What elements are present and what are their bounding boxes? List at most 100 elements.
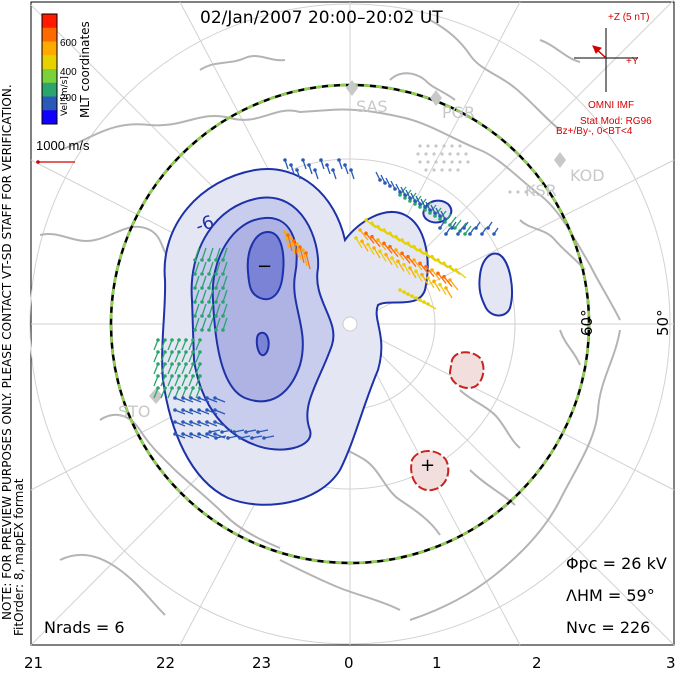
velocity-vector-origin	[193, 286, 197, 290]
velocity-vector-origin	[426, 276, 430, 280]
velocity-vector-origin	[370, 221, 374, 226]
velocity-vector	[437, 272, 447, 284]
velocity-vector	[284, 231, 290, 249]
velocity-vector-origin	[213, 420, 217, 424]
n-vc-readout: Nvc = 226	[566, 618, 651, 637]
velocity-vector-origin	[462, 226, 466, 230]
velocity-vector-origin	[198, 386, 202, 390]
velocity-vector-origin	[189, 432, 193, 436]
velocity-vector-origin	[156, 374, 160, 378]
velocity-vector-origin	[173, 396, 177, 400]
velocity-vector-origin	[418, 205, 422, 209]
velocity-vector	[409, 267, 417, 279]
velocity-vector	[431, 269, 441, 281]
velocity-vector-origin	[394, 234, 398, 239]
velocity-vector-origin	[331, 168, 335, 172]
velocity-vector-origin	[448, 278, 452, 282]
velocity-vector-origin	[184, 338, 188, 342]
velocity-vector-origin	[205, 396, 209, 400]
velocity-vector-origin	[382, 241, 386, 246]
colorbar-tick-200: 200	[60, 93, 77, 104]
mlt-label-3: 3	[666, 654, 676, 672]
velocity-vector	[373, 247, 381, 259]
velocity-vector-origin	[205, 420, 209, 424]
mlt-label-1: 1	[432, 654, 442, 672]
velocity-vector-origin	[313, 168, 317, 172]
velocity-vector	[361, 240, 369, 252]
velocity-vector-origin	[468, 232, 472, 236]
velocity-vector-origin	[398, 190, 402, 194]
velocity-vector	[401, 252, 411, 264]
velocity-vector-origin	[364, 218, 368, 222]
velocity-vector-origin	[388, 231, 392, 236]
velocity-vector-origin	[424, 251, 428, 256]
velocity-vector-origin	[354, 236, 358, 240]
velocity-vector	[439, 284, 447, 296]
velocity-vector	[389, 246, 399, 258]
velocity-vector-origin	[442, 261, 446, 266]
mlt-label-21: 21	[24, 654, 44, 672]
velocity-vector-origin	[193, 328, 197, 332]
velocity-vector-origin	[412, 244, 416, 249]
velocity-vector-origin	[428, 208, 432, 212]
lat-label-50: 50°	[654, 309, 672, 336]
velocity-vector-origin	[438, 226, 442, 230]
velocity-vector-origin	[184, 374, 188, 378]
station-sto: STO	[118, 402, 151, 421]
velocity-vector-origin	[378, 249, 382, 254]
imf-source: OMNI IMF	[588, 100, 635, 111]
velocity-vector-origin	[372, 246, 376, 250]
velocity-vector-origin	[200, 328, 204, 332]
velocity-vector-origin	[184, 350, 188, 354]
velocity-vector-origin	[250, 436, 254, 440]
velocity-vector-origin	[432, 279, 436, 284]
velocity-vector	[359, 229, 369, 241]
velocity-vector-origin	[289, 236, 293, 240]
imf-z-label: +Z (5 nT)	[608, 12, 650, 23]
velocity-vector	[427, 277, 435, 289]
velocity-vector-origin	[383, 181, 387, 185]
velocity-vector-origin	[208, 430, 212, 434]
velocity-vector-origin	[262, 436, 266, 440]
velocity-vector-origin	[413, 202, 417, 206]
velocity-vector-origin	[214, 328, 218, 332]
velocity-vector-origin	[163, 338, 167, 342]
velocity-vector-origin	[283, 158, 287, 162]
velocity-vector-origin	[406, 241, 410, 246]
velocity-vector-origin	[408, 196, 412, 200]
velocity-vector	[194, 289, 200, 303]
station-pgr: PGR	[442, 103, 476, 122]
velocity-vector-origin	[170, 374, 174, 378]
n-rads-readout: Nrads = 6	[44, 618, 125, 637]
velocity-vector-origin	[200, 286, 204, 290]
velocity-vector-origin	[200, 314, 204, 318]
velocity-vector	[194, 317, 200, 331]
velocity-vector-origin	[307, 163, 311, 167]
imf-clock	[574, 28, 638, 92]
velocity-vector-origin	[418, 248, 422, 252]
velocity-vector	[425, 266, 435, 278]
map-title: 02/Jan/2007 20:00–20:02 UT	[200, 8, 443, 28]
velocity-vector-origin	[456, 232, 460, 236]
velocity-vector	[208, 317, 214, 331]
imf-y-label: +Y	[626, 56, 639, 67]
velocity-vector-origin	[436, 258, 440, 262]
velocity-vector-origin	[184, 386, 188, 390]
velocity-vector-origin	[443, 217, 447, 221]
velocity-vector	[201, 317, 207, 331]
velocity-vector-origin	[156, 350, 160, 354]
velocity-vector-origin	[189, 396, 193, 400]
colorbar-swatch	[42, 82, 57, 97]
hm-boundary-dash	[109, 83, 591, 565]
velocity-vector-origin	[214, 314, 218, 318]
velocity-vector-origin	[349, 168, 353, 172]
velocity-vector	[208, 275, 214, 289]
velocity-vector-origin	[304, 251, 308, 255]
velocity-vector-origin	[394, 248, 398, 252]
velocity-vector-origin	[283, 230, 287, 234]
velocity-vector-origin	[238, 436, 242, 440]
velocity-vector-origin	[400, 238, 404, 242]
velocity-vector-origin	[191, 374, 195, 378]
velocity-vector	[421, 274, 429, 286]
velocity-vector-origin	[408, 266, 412, 270]
